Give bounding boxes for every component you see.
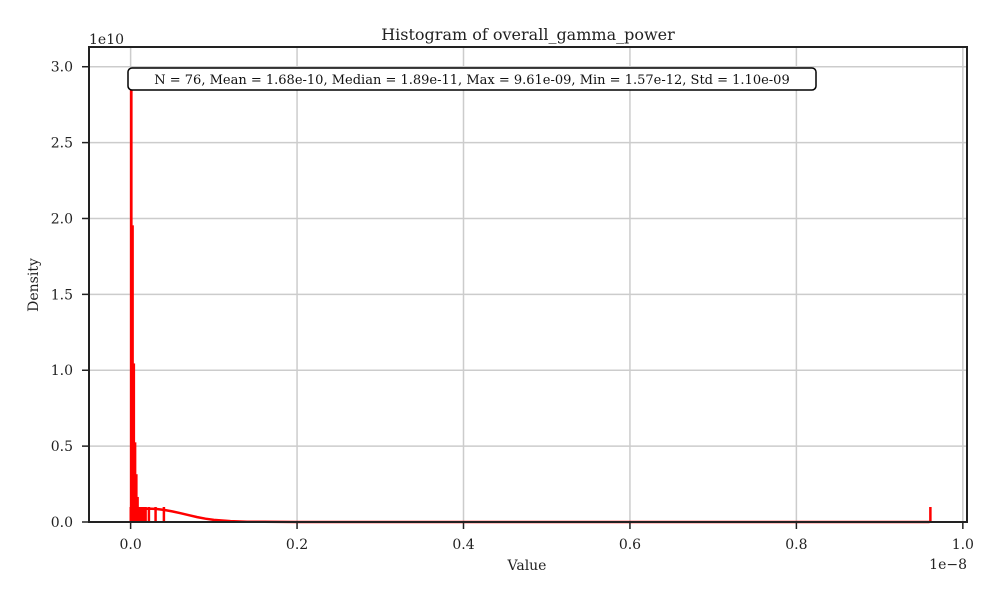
plot-frame	[88, 46, 968, 523]
kde-line	[130, 507, 930, 524]
y-tick-label: 2.5	[51, 136, 73, 152]
x-axis-label: Value	[507, 558, 547, 574]
y-tick-label: 1.5	[51, 287, 73, 303]
y-tick-label: 1.0	[51, 363, 73, 379]
y-tick-label: 2.0	[51, 211, 73, 227]
y-tick-label: 3.0	[51, 60, 73, 76]
y-tick-label: 0.5	[51, 439, 73, 455]
x-tick-label: 0.4	[452, 537, 474, 553]
y-axis-label: Density	[26, 258, 42, 312]
x-axis-offset-text: 1e−8	[929, 557, 967, 573]
rug-marks	[129, 507, 932, 522]
stats-summary-text: N = 76, Mean = 1.68e-10, Median = 1.89e-…	[154, 73, 789, 88]
x-tick-label: 1.0	[952, 537, 974, 553]
grid-lines	[89, 47, 967, 523]
y-tick-label: 0.0	[51, 515, 73, 531]
x-axis-ticks: 0.0 0.2 0.4 0.6 0.8 1.0	[119, 522, 974, 553]
y-axis-ticks: 0.0 0.5 1.0 1.5 2.0 2.5 3.0	[51, 60, 89, 531]
chart-title: Histogram of overall_gamma_power	[381, 25, 675, 44]
y-axis-offset-text: 1e10	[89, 32, 124, 48]
x-tick-label: 0.0	[119, 537, 141, 553]
kde-curve-layer	[130, 507, 930, 524]
x-tick-label: 0.8	[785, 537, 807, 553]
histogram-bars	[129, 81, 141, 523]
x-tick-label: 0.2	[286, 537, 308, 553]
x-tick-label: 0.6	[619, 537, 641, 553]
stats-box	[127, 67, 817, 91]
